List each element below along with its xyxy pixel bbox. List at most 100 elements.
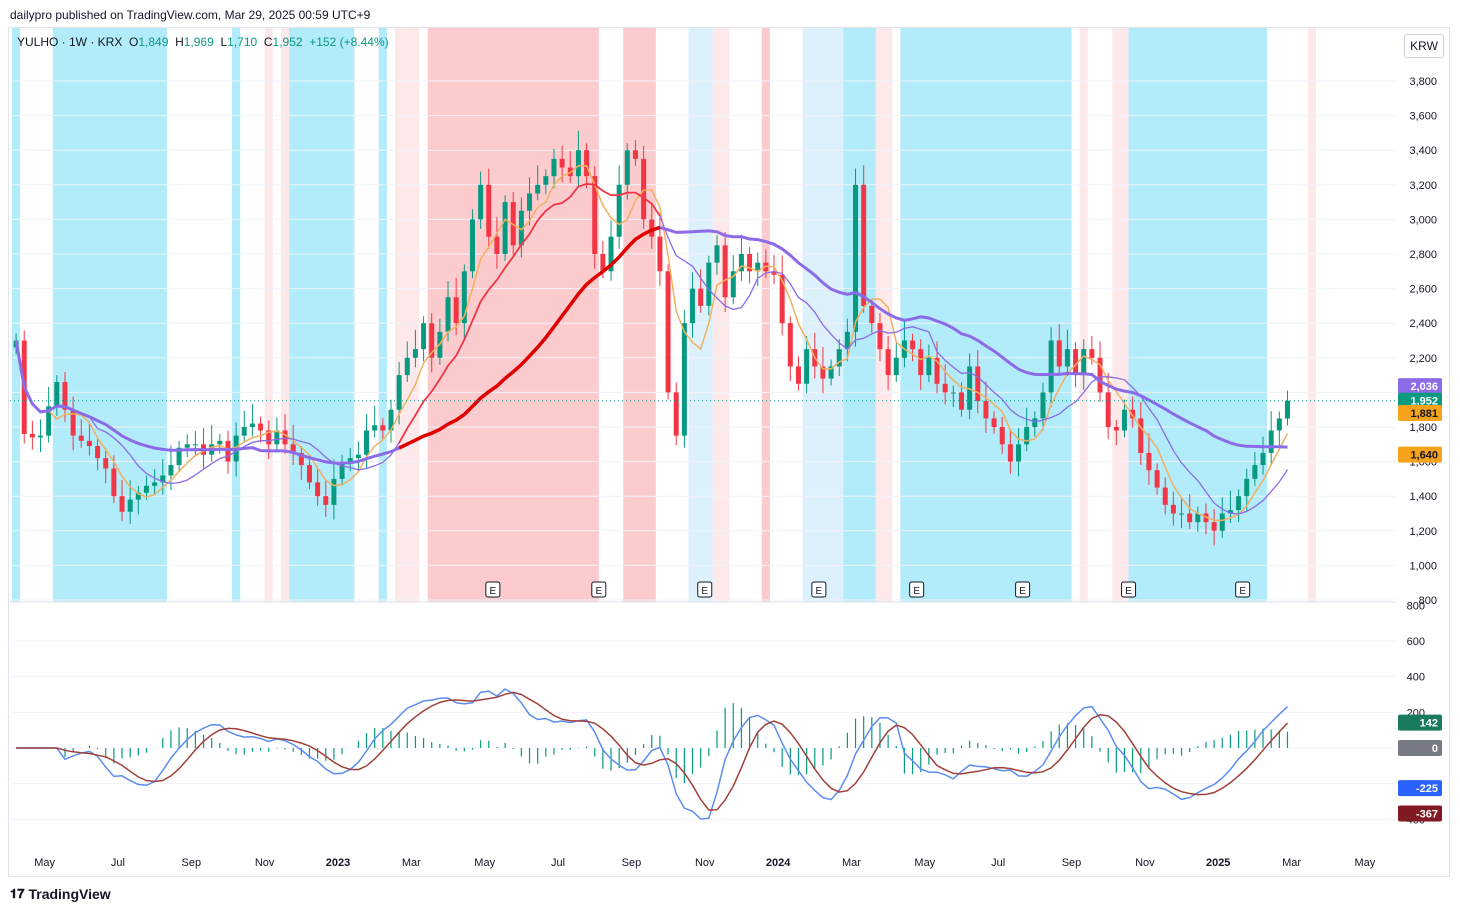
price-tick-label: 1,000 xyxy=(1409,560,1437,572)
candle-body xyxy=(1252,465,1258,479)
candle-body xyxy=(632,150,638,159)
candle-body xyxy=(1203,513,1209,523)
time-tick-label: Mar xyxy=(1282,857,1301,869)
earnings-marker-label: E xyxy=(701,586,708,597)
candle-body xyxy=(714,245,720,263)
price-tick-label: 1,200 xyxy=(1409,526,1437,538)
low-value: 1,710 xyxy=(227,35,258,49)
candle-body xyxy=(1244,478,1250,497)
zone-band xyxy=(623,28,656,602)
candle-body xyxy=(844,331,850,350)
earnings-marker xyxy=(1121,581,1137,598)
candle-body xyxy=(461,271,467,324)
candlesticks xyxy=(13,130,1290,546)
candle-body xyxy=(70,409,76,436)
last-price-label: 1,952 xyxy=(1410,396,1438,408)
candle-body xyxy=(641,158,647,220)
last-price-label-bg xyxy=(1398,392,1442,409)
candle-body xyxy=(143,485,149,493)
candle-body xyxy=(78,435,84,441)
candle-body xyxy=(46,406,52,436)
candle-body xyxy=(1284,400,1290,419)
currency-button[interactable]: KRW xyxy=(1404,34,1444,58)
earnings-marker-label: E xyxy=(816,586,823,597)
candle-body xyxy=(527,193,533,211)
earnings-marker-label: E xyxy=(595,586,602,597)
candle-body xyxy=(616,184,622,237)
candle-body xyxy=(910,340,916,350)
candle-body xyxy=(1138,418,1144,453)
ma-purple-price-label-bg xyxy=(1398,378,1442,395)
price-tick-label: 800 xyxy=(1419,595,1437,607)
candle-body xyxy=(1211,522,1217,531)
candle-body xyxy=(1162,487,1168,505)
price-tick-label: 2,200 xyxy=(1409,353,1437,365)
candle-body xyxy=(1081,349,1087,376)
candle-body xyxy=(127,499,133,512)
ma-orange-2-price-label-bg xyxy=(1398,446,1442,463)
candle-body xyxy=(486,184,492,237)
time-tick-label: Sep xyxy=(1062,857,1082,869)
tradingview-brand: TradingView xyxy=(28,886,111,902)
chart-frame xyxy=(8,27,1450,877)
zone-band xyxy=(900,28,1072,602)
earnings-marker xyxy=(485,581,501,598)
candle-body xyxy=(804,349,810,384)
candle-body xyxy=(225,440,231,462)
candle-body xyxy=(1146,452,1152,471)
candle-body xyxy=(119,496,125,512)
candle-body xyxy=(217,440,223,445)
histogram-value-label-bg xyxy=(1398,714,1442,731)
candle-body xyxy=(249,423,255,427)
candle-body xyxy=(665,271,671,393)
zero-value-label-bg xyxy=(1398,740,1442,756)
candle-body xyxy=(95,446,101,459)
candle-body xyxy=(396,375,402,410)
candle-body xyxy=(29,433,35,438)
candle-body xyxy=(1016,444,1022,462)
candle-body xyxy=(38,435,44,438)
candle-body xyxy=(853,184,859,332)
price-tick-label: 2,400 xyxy=(1409,318,1437,330)
earnings-marker xyxy=(1015,581,1031,598)
macd-tick-label: 600 xyxy=(1407,636,1425,648)
ma-orange-2-price-label: 1,640 xyxy=(1410,450,1438,462)
price-tick-label: 1,800 xyxy=(1409,422,1437,434)
zone-band xyxy=(875,28,893,602)
candle-body xyxy=(103,458,109,469)
macd-value-label-bg xyxy=(1398,780,1442,797)
candle-body xyxy=(999,427,1005,445)
candle-body xyxy=(372,425,378,431)
zone-band xyxy=(802,28,844,602)
candle-body xyxy=(575,150,581,177)
candle-body xyxy=(1121,409,1127,431)
candle-body xyxy=(478,184,484,220)
earnings-marker xyxy=(1235,581,1251,598)
candle-body xyxy=(258,423,264,431)
time-tick-label: May xyxy=(914,857,935,869)
candle-body xyxy=(315,482,321,497)
zone-band xyxy=(289,28,355,602)
macd-value-label: -225 xyxy=(1416,783,1438,795)
earnings-marker xyxy=(697,581,713,598)
candle-body xyxy=(1089,349,1095,358)
earnings-marker xyxy=(591,581,607,598)
time-tick-label: Jul xyxy=(991,857,1005,869)
candle-body xyxy=(869,305,875,324)
candle-body xyxy=(1154,470,1160,488)
candle-body xyxy=(771,271,777,275)
time-tick-label: May xyxy=(34,857,55,869)
earnings-marker-label: E xyxy=(1125,586,1132,597)
candle-body xyxy=(1170,504,1176,514)
candle-body xyxy=(1073,349,1079,376)
candle-body xyxy=(624,150,630,185)
time-tick-label: Nov xyxy=(695,857,715,869)
price-tick-label: 3,400 xyxy=(1409,145,1437,157)
macd-tick-label: 400 xyxy=(1407,672,1425,684)
candle-body xyxy=(290,444,296,453)
zone-band xyxy=(1128,28,1268,602)
moving-averages xyxy=(10,165,1396,522)
time-axis: May Jul Sep Nov 2023 Mar May Jul Sep Nov 2024 Mar Ma… xyxy=(34,857,1376,869)
candle-body xyxy=(331,478,337,505)
